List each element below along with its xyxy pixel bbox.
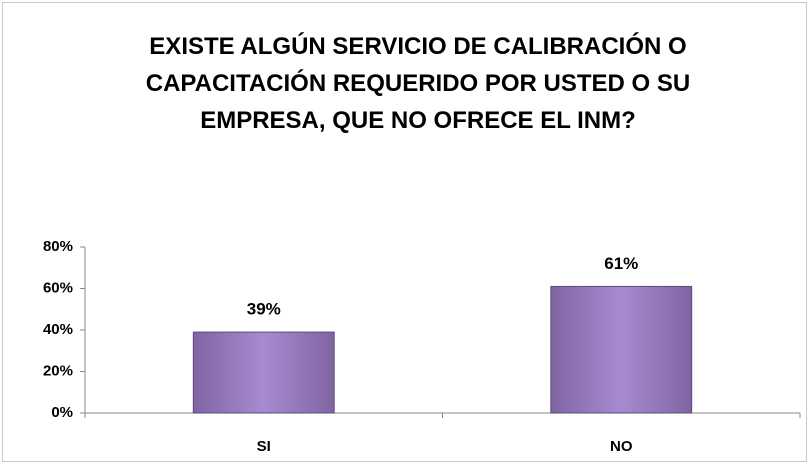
x-tick-label: NO bbox=[610, 438, 633, 455]
chart-frame bbox=[2, 2, 807, 462]
chart-title: EXISTE ALGÚN SERVICIO DE CALIBRACIÓN O C… bbox=[145, 33, 691, 134]
bar bbox=[550, 285, 693, 414]
y-tick-label: 60% bbox=[43, 279, 73, 296]
data-label: 61% bbox=[604, 254, 638, 273]
y-tick-label: 80% bbox=[43, 238, 73, 255]
y-tick-label: 0% bbox=[51, 404, 73, 421]
x-tick-label: SI bbox=[257, 438, 271, 455]
y-tick-label: 20% bbox=[43, 362, 73, 379]
data-label: 39% bbox=[247, 300, 281, 319]
bar bbox=[192, 331, 335, 414]
y-tick-label: 40% bbox=[43, 321, 73, 338]
